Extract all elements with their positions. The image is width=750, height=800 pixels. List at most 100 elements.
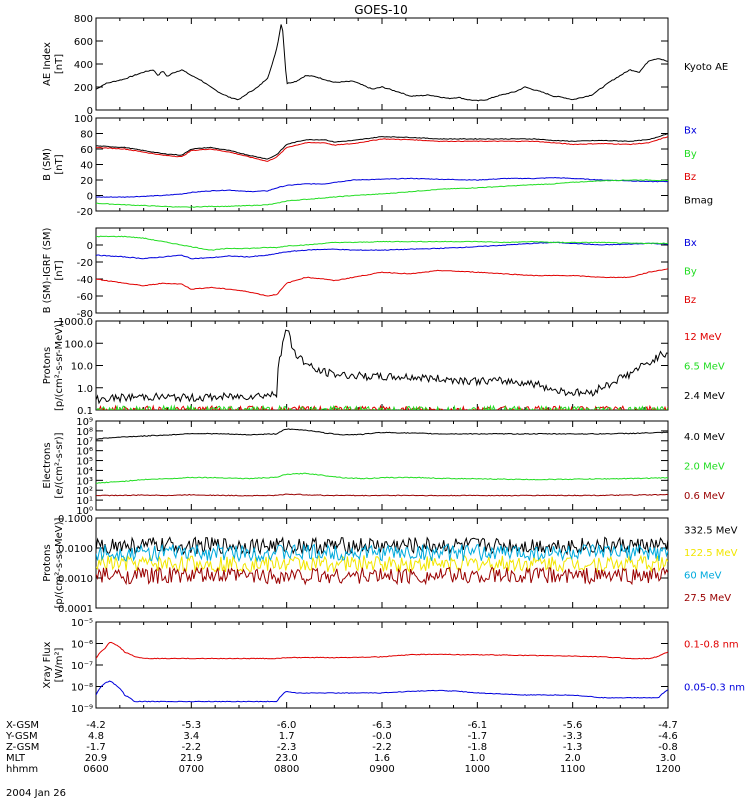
- legend-label: Kyoto AE: [684, 62, 728, 73]
- y-axis-unit: [nT]: [54, 54, 65, 74]
- y-tick-label: 1000.0: [58, 317, 93, 328]
- series-line: [96, 179, 668, 208]
- y-tick-label: 600: [74, 37, 93, 48]
- y-tick-label: 0: [87, 192, 93, 203]
- series-line: [96, 428, 668, 440]
- x-table-value: 0600: [83, 764, 108, 775]
- y-tick-label: -40: [77, 275, 93, 286]
- y-tick-label: 400: [74, 60, 93, 71]
- y-tick-label: 1.0: [77, 384, 93, 395]
- legend-label: 0.1-0.8 nm: [684, 640, 739, 651]
- x-table-value: 1.7: [279, 731, 295, 742]
- series-line: [96, 472, 668, 484]
- x-table-row-label: MLT: [6, 753, 26, 764]
- y-axis-label: B (SM)-IGRF (SM): [42, 228, 53, 314]
- y-tick-label: 10⁻⁷: [71, 661, 93, 672]
- legend-label: Bx: [684, 238, 697, 249]
- x-table-value: -4.2: [86, 720, 106, 731]
- x-table-value: 1200: [655, 764, 680, 775]
- panel-frame: [95, 621, 669, 709]
- series-line: [96, 235, 668, 251]
- x-table-value: -2.2: [182, 742, 202, 753]
- legend-label: Bz: [684, 172, 696, 183]
- x-table-value: 3.0: [660, 753, 676, 764]
- y-tick-label: 200: [74, 83, 93, 94]
- x-table-value: 0700: [179, 764, 204, 775]
- y-axis-label: AE Index: [42, 42, 53, 86]
- y-tick-label: -20: [77, 207, 93, 218]
- y-axis-label: B (SM): [42, 148, 53, 181]
- x-table-value: -0.8: [658, 742, 678, 753]
- y-tick-label: 0.1: [77, 406, 93, 417]
- legend-label: 2.4 MeV: [684, 391, 725, 402]
- y-tick-label: 10⁸: [76, 427, 93, 438]
- y-tick-label: 10²: [76, 486, 93, 497]
- x-table-value: 1.0: [469, 753, 485, 764]
- series-line: [96, 536, 668, 556]
- x-table-value: 1000: [465, 764, 490, 775]
- legend-label: By: [684, 149, 697, 160]
- x-table-value: 0900: [369, 764, 394, 775]
- y-axis-unit: [nT]: [54, 154, 65, 174]
- y-tick-label: 10³: [76, 476, 93, 487]
- y-tick-label: 10⁰: [76, 506, 93, 517]
- panel-frame: [95, 17, 669, 111]
- series-line: [96, 641, 668, 660]
- y-axis-label: Xray Flux: [42, 641, 53, 688]
- panel-2: -20 0 20 40 60 80 100 B (SM) [nT] Bx By Bz Bmag: [42, 114, 713, 218]
- x-table-value: -6.0: [277, 720, 297, 731]
- series-line: [96, 135, 668, 162]
- legend-label: 2.0 MeV: [684, 462, 725, 473]
- panel-7: 10⁻⁹ 10⁻⁸ 10⁻⁷ 10⁻⁶ 10⁻⁵ Xray Flux [W/m²] 0.1-0…: [42, 618, 745, 715]
- date-label: 2004 Jan 26: [6, 788, 66, 799]
- legend-label: 332.5 MeV: [684, 525, 738, 536]
- x-table-value: 2.0: [565, 753, 581, 764]
- x-table-value: -3.3: [563, 731, 583, 742]
- series-line: [96, 542, 668, 563]
- y-tick-label: -60: [77, 292, 93, 303]
- series-line: [96, 493, 668, 497]
- y-tick-label: 0.0100: [58, 544, 93, 555]
- y-tick-label: 10⁻⁹: [71, 704, 93, 715]
- legend-label: 60 MeV: [684, 570, 722, 581]
- y-axis-unit: [W/m²]: [54, 647, 65, 682]
- series-line: [96, 566, 668, 586]
- y-tick-label: 10⁻⁵: [71, 618, 93, 629]
- legend-label: By: [684, 267, 697, 278]
- legend-label: 27.5 MeV: [684, 593, 731, 604]
- y-tick-label: -20: [77, 258, 93, 269]
- y-tick-label: 10⁶: [76, 447, 93, 458]
- y-tick-label: -80: [77, 309, 93, 320]
- x-table-value: 20.9: [85, 753, 107, 764]
- y-axis-label: Protons: [42, 347, 53, 384]
- series-line: [96, 176, 668, 198]
- x-table-value: -0.0: [372, 731, 392, 742]
- y-tick-label: 40: [80, 161, 93, 172]
- x-table-value: -2.3: [277, 742, 297, 753]
- x-table-value: 21.9: [180, 753, 202, 764]
- y-tick-label: 10¹: [76, 496, 93, 507]
- y-tick-label: 0: [87, 106, 93, 117]
- x-table-value: -2.2: [372, 742, 392, 753]
- legend-label: 4.0 MeV: [684, 432, 725, 443]
- y-tick-label: 0.1000: [58, 514, 93, 525]
- y-axis-unit: [e/(cm²-s-sr)]: [54, 432, 65, 498]
- x-table-value: 23.0: [276, 753, 298, 764]
- x-table-value: 0800: [274, 764, 299, 775]
- x-table-value: -5.6: [563, 720, 583, 731]
- x-table-value: 4.8: [88, 731, 104, 742]
- y-tick-label: 10⁻⁸: [71, 683, 93, 694]
- x-table-row-label: Z-GSM: [6, 742, 39, 753]
- legend-label: Bmag: [684, 195, 713, 206]
- plot-title: GOES-10: [354, 3, 408, 17]
- x-table-value: -1.7: [468, 731, 488, 742]
- legend-label: 0.6 MeV: [684, 491, 725, 502]
- series-line: [96, 133, 668, 160]
- x-table-value: -1.3: [563, 742, 583, 753]
- y-tick-label: 10.0: [71, 362, 93, 373]
- x-table-value: -5.3: [182, 720, 202, 731]
- x-table-row-label: hhmm: [6, 764, 38, 775]
- x-table-value: -6.3: [372, 720, 392, 731]
